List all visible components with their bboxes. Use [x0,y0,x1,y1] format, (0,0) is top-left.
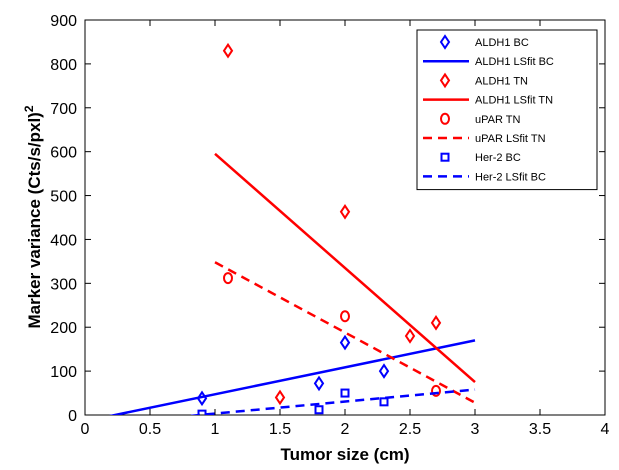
data-point-aldh1-tn [222,42,234,59]
x-tick-label: 2 [341,421,350,438]
y-axis-title-superscript: 2 [22,105,36,112]
x-tick-label: 1.5 [269,421,291,438]
x-tick-label: 2.5 [399,421,421,438]
series-line-upar-lsfit-tn [214,261,476,404]
x-tick-label: 0 [81,421,90,438]
y-tick-label: 100 [50,364,77,381]
data-point-upar-tn [223,272,233,285]
legend-box [416,29,598,191]
y-axis-ticks: 0 100 200 300 400 500 600 700 800 900 [50,13,605,425]
data-point-upar-tn [340,310,350,323]
series-line-aldh1-lsfit-tn [214,152,476,384]
x-axis-title: Tumor size (cm) [280,445,409,464]
data-point-aldh1-bc [378,363,390,379]
y-tick-label: 900 [50,13,77,30]
data-point-aldh1-tn [430,315,442,331]
legend-label-aldh1-tn: ALDH1 TN [475,75,528,87]
data-point-aldh1-bc [339,334,351,351]
data-point-her-2-bc [379,397,389,407]
x-tick-label: 1 [211,421,220,438]
data-point-aldh1-tn [339,203,351,220]
legend-label-her-2-lsfit-bc: Her-2 LSfit BC [475,171,546,183]
legend-label-her-2-bc: Her-2 BC [475,152,521,164]
legend: ALDH1 BC ALDH1 LSfit BC ALDH1 TN ALDH1 LSfi… [416,29,598,191]
y-tick-label: 700 [50,101,77,118]
legend-label-upar-lsfit-tn: uPAR LSfit TN [475,133,546,145]
y-tick-label: 500 [50,189,77,206]
legend-label-upar-tn: uPAR TN [475,114,520,126]
series-layer [108,42,476,415]
y-axis-title: Marker variance (Cts/s/pxl)2 [22,105,44,328]
plot-clip-group [108,42,476,415]
legend-swatch-her-2-bc [440,152,450,162]
x-axis-ticks: 0 0.5 1 1.5 2 2.5 3 3.5 4 [81,20,610,438]
data-point-her-2-bc [340,388,350,398]
y-tick-label: 0 [68,408,77,425]
data-point-upar-tn [431,384,441,397]
data-point-her-2-bc [314,405,324,415]
x-tick-label: 3 [471,421,480,438]
legend-swatch-aldh1-tn [439,72,451,89]
y-tick-label: 600 [50,145,77,162]
legend-label-aldh1-bc: ALDH1 BC [475,37,529,49]
series-line-her-2-lsfit-bc [186,388,476,415]
series-line-aldh1-lsfit-bc [108,339,476,415]
y-tick-label: 400 [50,232,77,249]
legend-label-aldh1-lsfit-bc: ALDH1 LSfit BC [475,56,554,68]
x-tick-label: 4 [601,421,610,438]
x-tick-label: 0.5 [139,421,161,438]
y-tick-label: 300 [50,276,77,293]
x-tick-label: 3.5 [529,421,551,438]
y-tick-label: 800 [50,57,77,74]
legend-swatch-aldh1-bc [439,34,451,50]
y-tick-label: 200 [50,320,77,337]
legend-swatch-upar-tn [440,112,450,125]
data-point-aldh1-tn [274,389,286,406]
data-point-aldh1-bc [313,375,325,392]
legend-label-aldh1-lsfit-tn: ALDH1 LSfit TN [475,95,553,107]
data-point-aldh1-tn [404,328,416,344]
